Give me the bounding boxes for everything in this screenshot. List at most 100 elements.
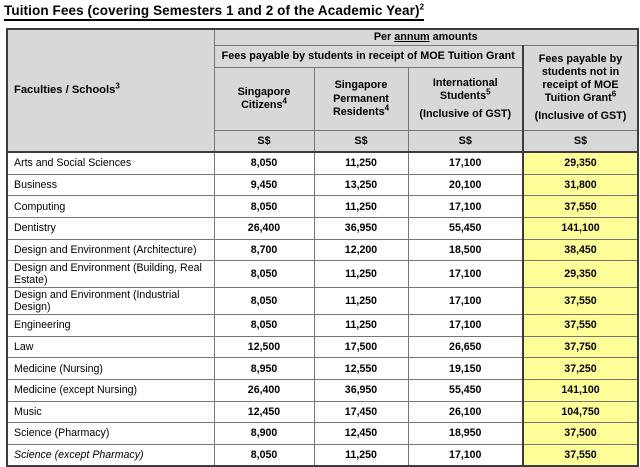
non-grant-fee-cell: 29,350 — [522, 260, 639, 289]
faculty-cell: Science (Pharmacy) — [6, 422, 215, 445]
currency-label-pr: S$ — [313, 130, 409, 154]
header-row-per-annum: Faculties / Schools3 Per annum amounts — [6, 28, 639, 154]
faculty-cell: Computing — [6, 195, 215, 218]
non-grant-fee-cell: 37,550 — [522, 195, 639, 218]
table-row: Engineering 8,050 11,250 17,100 37,550 — [6, 314, 639, 337]
international-fee-cell: 55,450 — [407, 378, 524, 402]
international-fee-cell: 18,500 — [407, 238, 524, 262]
pr-footnote: 4 — [384, 103, 390, 113]
international-fee-cell: 20,100 — [407, 173, 524, 197]
header-row-currency: S$ S$ S$ S$ — [7, 130, 639, 154]
non-grant-fee-cell: 37,550 — [522, 443, 639, 467]
citizens-fee-cell: 12,500 — [213, 335, 315, 359]
per-annum-underlined-word: annum — [394, 31, 430, 43]
international-footnote: 5 — [486, 87, 491, 97]
non-grant-fee-cell: 38,450 — [522, 238, 639, 262]
pr-fee-cell: 36,950 — [313, 216, 409, 240]
citizens-header: Singapore Citizens4 — [213, 67, 315, 132]
citizens-fee-cell: 8,050 — [213, 287, 315, 316]
pr-fee-cell: 11,250 — [313, 195, 409, 218]
non-grant-fee-cell: 37,250 — [522, 357, 639, 380]
header-row-grant: Fees payable by students in receipt of M… — [7, 45, 639, 132]
international-fee-cell: 17,100 — [407, 260, 524, 289]
citizens-footnote: 4 — [282, 96, 287, 106]
international-fee-cell: 17,100 — [407, 443, 524, 467]
international-header-label: International Students5 — [432, 76, 498, 103]
tuition-fees-table: Faculties / Schools3 Per annum amounts F… — [6, 28, 639, 467]
pr-fee-cell: 17,450 — [313, 400, 409, 424]
page-title-footnote: 2 — [419, 2, 425, 12]
non-grant-fee-cell: 29,350 — [522, 151, 639, 175]
currency-label-international: S$ — [407, 130, 524, 154]
faculties-schools-header: Faculties / Schools3 — [6, 28, 215, 154]
non-grant-fee-cell: 37,550 — [522, 314, 639, 337]
pr-fee-cell: 13,250 — [313, 173, 409, 197]
citizens-fee-cell: 9,450 — [213, 173, 315, 197]
faculty-cell: Engineering — [6, 314, 215, 337]
table-row: Design and Environment (Architecture) 8,… — [6, 238, 639, 262]
international-fee-cell: 26,100 — [407, 400, 524, 424]
pr-header: Singapore Permanent Residents4 — [313, 67, 409, 132]
international-fee-cell: 17,100 — [407, 287, 524, 316]
table-row: Science (except Pharmacy) 8,050 11,250 1… — [6, 443, 639, 467]
non-grant-header: Fees payable by students not in receipt … — [522, 45, 639, 132]
international-gst-note: (Inclusive of GST) — [419, 108, 512, 121]
faculty-cell: Music — [6, 400, 215, 424]
faculty-cell: Law — [6, 335, 215, 359]
grant-header: Fees payable by students in receipt of M… — [213, 45, 524, 69]
pr-fee-cell: 12,550 — [313, 357, 409, 380]
citizens-fee-cell: 8,700 — [213, 238, 315, 262]
non-grant-fee-cell: 37,550 — [522, 287, 639, 316]
faculty-cell: Dentistry — [6, 216, 215, 240]
citizens-fee-cell: 8,900 — [213, 422, 315, 445]
header-row-subcolumns: Singapore Citizens4 Singapore Permanent … — [7, 67, 638, 132]
international-header: International Students5 (Inclusive of GS… — [407, 67, 524, 132]
international-fee-cell: 17,100 — [407, 314, 524, 337]
table-row: Design and Environment (Industrial Desig… — [6, 287, 639, 316]
non-grant-fee-cell: 37,750 — [522, 335, 639, 359]
table-row: Music 12,450 17,450 26,100 104,750 — [6, 400, 639, 424]
page-title-text: Tuition Fees (covering Semesters 1 and 2… — [4, 3, 420, 18]
table-row: Medicine (except Nursing) 26,400 36,950 … — [6, 378, 639, 402]
non-grant-gst-note: (Inclusive of GST) — [534, 110, 627, 123]
citizens-fee-cell: 8,050 — [213, 260, 315, 289]
table-row: Law 12,500 17,500 26,650 37,750 — [6, 335, 639, 359]
table-row: Design and Environment (Building, Real E… — [6, 260, 639, 289]
non-grant-fee-cell: 37,500 — [522, 422, 639, 445]
faculty-cell: Arts and Social Sciences — [6, 151, 215, 175]
pr-fee-cell: 11,250 — [313, 260, 409, 289]
non-grant-fee-cell: 141,100 — [522, 216, 639, 240]
pr-fee-cell: 11,250 — [313, 151, 409, 175]
pr-fee-cell: 11,250 — [313, 314, 409, 337]
faculty-cell: Design and Environment (Building, Real E… — [6, 260, 215, 289]
international-fee-cell: 19,150 — [407, 357, 524, 380]
faculties-footnote: 3 — [115, 81, 120, 91]
citizens-fee-cell: 8,050 — [213, 195, 315, 218]
citizens-fee-cell: 12,450 — [213, 400, 315, 424]
table-row: Business 9,450 13,250 20,100 31,800 — [6, 173, 639, 197]
faculty-cell: Design and Environment (Architecture) — [6, 238, 215, 262]
non-grant-header-label: Fees payable by students not in receipt … — [538, 52, 623, 105]
faculty-cell: Design and Environment (Industrial Desig… — [6, 287, 215, 316]
faculty-cell: Business — [6, 173, 215, 197]
non-grant-fee-cell: 31,800 — [522, 173, 639, 197]
citizens-fee-cell: 8,050 — [213, 443, 315, 467]
international-fee-cell: 18,950 — [407, 422, 524, 445]
non-grant-fee-cell: 141,100 — [522, 378, 639, 402]
table-row: Arts and Social Sciences 8,050 11,250 17… — [6, 151, 639, 175]
per-annum-header: Per annum amounts — [213, 28, 639, 47]
citizens-fee-cell: 8,950 — [213, 357, 315, 380]
international-fee-cell: 17,100 — [407, 151, 524, 175]
fees-table-body: Arts and Social Sciences 8,050 11,250 17… — [6, 151, 639, 467]
currency-label-citizens: S$ — [213, 130, 315, 154]
pr-fee-cell: 17,500 — [313, 335, 409, 359]
faculty-cell: Science (except Pharmacy) — [6, 443, 215, 467]
pr-fee-cell: 11,250 — [313, 443, 409, 467]
table-row: Science (Pharmacy) 8,900 12,450 18,950 3… — [6, 422, 639, 445]
citizens-fee-cell: 8,050 — [213, 314, 315, 337]
table-row: Computing 8,050 11,250 17,100 37,550 — [6, 195, 639, 218]
citizens-fee-cell: 8,050 — [213, 151, 315, 175]
citizens-fee-cell: 26,400 — [213, 216, 315, 240]
non-grant-fee-cell: 104,750 — [522, 400, 639, 424]
international-fee-cell: 26,650 — [407, 335, 524, 359]
